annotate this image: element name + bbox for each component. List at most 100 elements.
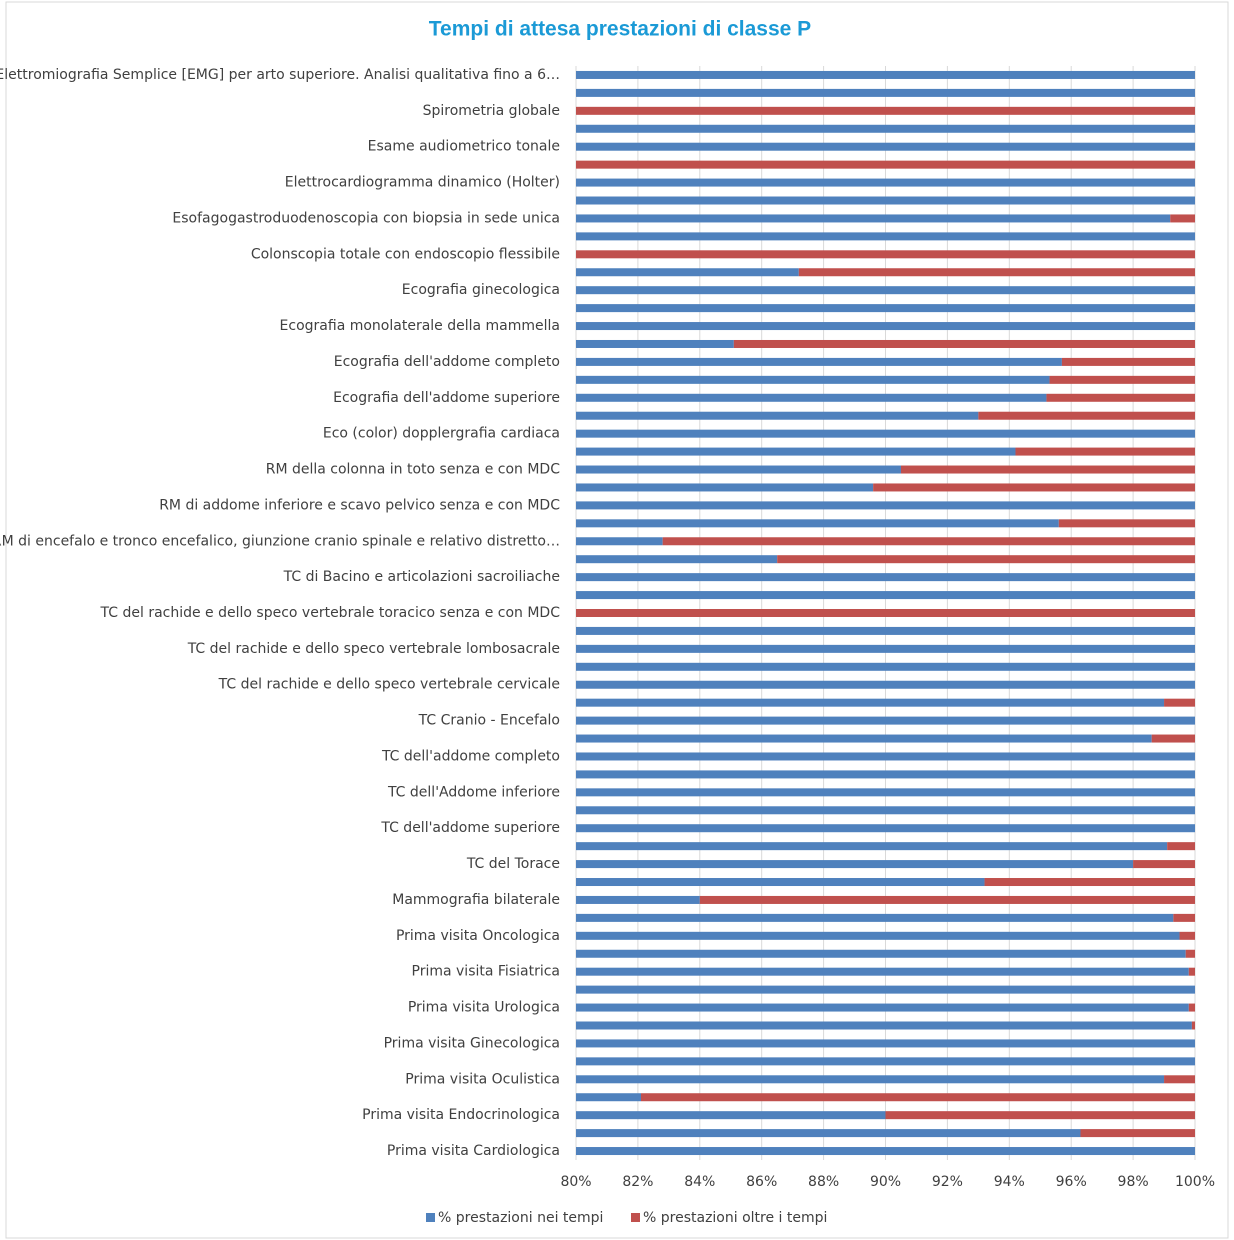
bar-segment (576, 1075, 1165, 1084)
y-tick-label: TC del rachide e dello speco vertebrale … (100, 605, 561, 621)
bar-segment (1191, 1021, 1195, 1030)
bar-segment (576, 698, 1165, 707)
bar-segment (576, 1021, 1192, 1030)
y-tick-label: Prima visita Oculistica (405, 1071, 560, 1087)
bar-segment (576, 626, 1195, 635)
bar-segment (576, 268, 799, 277)
bar-segment (576, 339, 734, 348)
bar-segment (576, 501, 1195, 510)
bar-segment (1046, 393, 1195, 402)
x-tick-label: 86% (746, 1174, 777, 1190)
legend-label: % prestazioni nei tempi (438, 1210, 603, 1226)
bar-segment (576, 931, 1180, 940)
y-tick-label: RM di encefalo e tronco encefalico, giun… (0, 533, 560, 549)
bar-segment (576, 662, 1195, 671)
y-tick-label: RM della colonna in toto senza e con MDC (266, 462, 560, 478)
y-tick-label: Prima visita Urologica (408, 1000, 560, 1016)
y-tick-label: TC dell'addome superiore (380, 820, 560, 836)
x-tick-label: 94% (994, 1174, 1025, 1190)
chart-frame (5, 1, 1229, 1239)
y-tick-label: Ecografia dell'addome completo (334, 354, 560, 370)
x-tick-label: 96% (1056, 1174, 1087, 1190)
y-tick-label: Prima visita Ginecologica (384, 1035, 560, 1051)
x-tick-label: 84% (684, 1174, 715, 1190)
bar-segment (984, 878, 1195, 887)
y-tick-label: Ecografia dell'addome superiore (333, 390, 560, 406)
chart-title: Tempi di attesa prestazioni di classe P (429, 18, 811, 41)
bar-segment (576, 860, 1134, 869)
y-tick-label: TC del Torace (466, 856, 560, 872)
legend-swatch (631, 1213, 640, 1222)
bar-segment (885, 1111, 1195, 1120)
bar-segment (576, 357, 1062, 366)
bar-segment (576, 573, 1195, 582)
bar-segment (576, 304, 1195, 313)
bar-segment (576, 1111, 886, 1120)
bar-segment (576, 483, 874, 492)
y-tick-label: Esofagogastroduodenoscopia con biopsia i… (172, 210, 560, 226)
bar-segment (576, 519, 1059, 528)
bar-segment (576, 555, 778, 564)
bar-segment (576, 1147, 1195, 1156)
bar-segment (640, 1093, 1195, 1102)
y-tick-label: TC del rachide e dello speco vertebrale … (187, 641, 560, 657)
y-tick-label: Colonscopia totale con endoscopio flessi… (251, 246, 560, 262)
x-tick-label: 98% (1118, 1174, 1149, 1190)
legend-swatch (426, 1213, 435, 1222)
y-tick-label: RM di addome inferiore e scavo pelvico s… (159, 497, 560, 513)
bar-segment (1164, 698, 1195, 707)
bar-segment (576, 644, 1195, 653)
y-tick-label: TC dell'Addome inferiore (387, 784, 560, 800)
bar-segment (873, 483, 1195, 492)
bar-segment (576, 142, 1195, 151)
bar-segment (576, 70, 1195, 79)
bar-segment (576, 752, 1195, 761)
bar-segment (576, 88, 1195, 97)
y-tick-label: TC dell'addome completo (381, 748, 560, 764)
y-tick-label: Prima visita Endocrinologica (362, 1107, 560, 1123)
y-tick-label: Ecografia monolaterale della mammella (280, 318, 560, 334)
bar-segment (576, 447, 1016, 456)
bar-segment (699, 895, 1195, 904)
bar-segment (798, 268, 1195, 277)
bar-segment (1015, 447, 1195, 456)
bar-segment (1188, 1003, 1195, 1012)
bar-segment (1185, 949, 1195, 958)
bar-segment (576, 895, 700, 904)
bar-segment (576, 1039, 1195, 1048)
bar-segment (576, 985, 1195, 994)
bar-segment (576, 429, 1195, 438)
bar-segment (900, 465, 1195, 474)
x-tick-label: 92% (932, 1174, 963, 1190)
bar-segment (1167, 842, 1195, 851)
bar-segment (1080, 1129, 1195, 1138)
bar-segment (1049, 375, 1195, 384)
y-tick-label: Prima visita Oncologica (396, 928, 560, 944)
bar-segment (1170, 214, 1195, 223)
x-tick-label: 100% (1175, 1174, 1215, 1190)
bar-segment (576, 375, 1050, 384)
y-tick-label: TC di Bacino e articolazioni sacroiliach… (283, 569, 560, 585)
y-tick-label: Prima visita Fisiatrica (412, 964, 560, 980)
bar-segment (576, 1129, 1081, 1138)
y-tick-label: TC del rachide e dello speco vertebrale … (218, 677, 560, 693)
bar-segment (1061, 357, 1195, 366)
bar-segment (1058, 519, 1195, 528)
legend-label: % prestazioni oltre i tempi (643, 1210, 827, 1226)
bar-segment (576, 286, 1195, 295)
bar-segment (576, 232, 1195, 241)
x-tick-label: 88% (808, 1174, 839, 1190)
y-tick-label: Eco (color) dopplergrafia cardiaca (323, 426, 560, 442)
bar-segment (576, 609, 1195, 617)
bar-segment (576, 537, 663, 546)
bar-segment (576, 1093, 641, 1102)
bar-segment (1164, 1075, 1195, 1084)
bar-segment (576, 393, 1047, 402)
bar-segment (576, 878, 985, 887)
bar-segment (733, 339, 1195, 348)
bar-segment (576, 734, 1152, 743)
bar-segment (576, 591, 1195, 600)
bar-segment (576, 913, 1174, 922)
y-tick-label: Spirometria globale (423, 103, 560, 119)
